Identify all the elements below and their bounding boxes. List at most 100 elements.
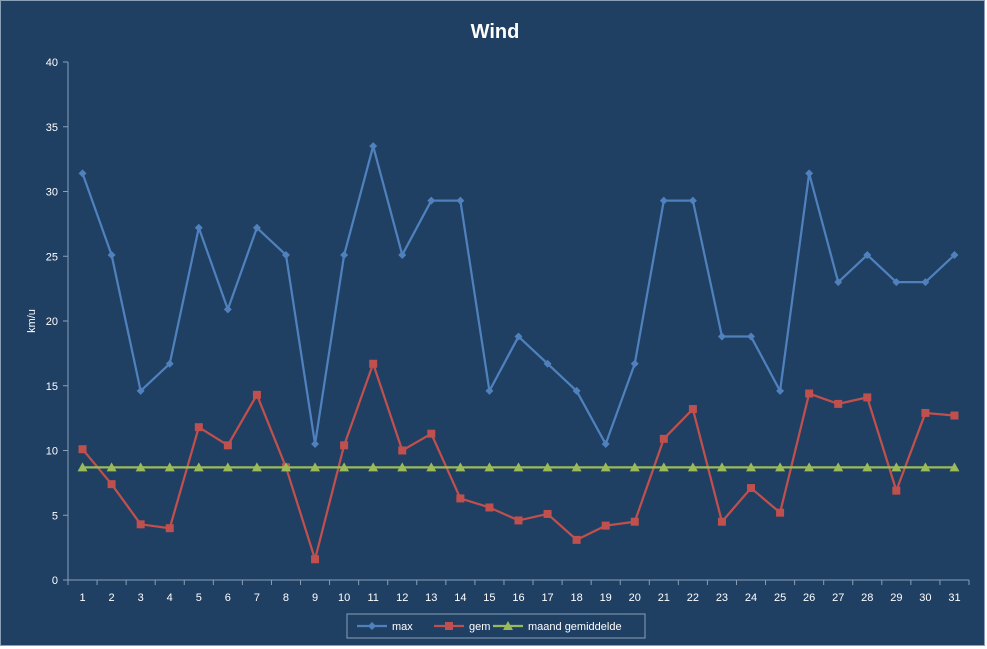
data-point xyxy=(543,509,552,518)
data-point xyxy=(658,462,669,472)
x-tick-label: 28 xyxy=(861,592,873,604)
legend-label: maand gemiddelde xyxy=(528,621,622,633)
legend-label: max xyxy=(392,621,413,633)
x-tick-label: 29 xyxy=(890,592,902,604)
x-tick-label: 18 xyxy=(571,592,583,604)
y-axis-title: km/u xyxy=(26,309,38,333)
data-point xyxy=(805,169,814,178)
data-point xyxy=(484,462,495,472)
data-point xyxy=(863,393,872,402)
data-point xyxy=(862,462,873,472)
data-point xyxy=(397,462,408,472)
data-point xyxy=(340,250,349,259)
x-tick-label: 20 xyxy=(629,592,641,604)
x-tick-label: 16 xyxy=(512,592,524,604)
data-point xyxy=(136,386,145,395)
x-tick-label: 25 xyxy=(774,592,786,604)
data-point xyxy=(950,411,959,420)
data-point xyxy=(630,517,639,526)
data-point xyxy=(281,250,290,259)
y-tick-label: 40 xyxy=(46,57,58,69)
legend-entry: max xyxy=(357,621,413,633)
x-tick-label: 24 xyxy=(745,592,757,604)
data-point xyxy=(106,462,117,472)
legend-label: gem xyxy=(469,621,490,633)
series-max xyxy=(78,142,959,449)
data-point xyxy=(252,390,261,399)
data-point xyxy=(78,445,87,454)
y-tick-label: 25 xyxy=(46,251,58,263)
legend-marker xyxy=(503,621,513,630)
legend-entry: gem xyxy=(434,621,490,633)
data-point xyxy=(456,494,465,503)
series-gem xyxy=(78,359,959,564)
x-tick-label: 14 xyxy=(454,592,466,604)
data-point xyxy=(78,169,87,178)
data-point xyxy=(311,555,320,564)
data-point xyxy=(776,386,785,395)
data-point xyxy=(804,462,815,472)
data-point xyxy=(717,517,726,526)
x-tick-label: 22 xyxy=(687,592,699,604)
data-point xyxy=(455,462,466,472)
x-tick-label: 2 xyxy=(109,592,115,604)
data-point xyxy=(834,278,843,287)
data-point xyxy=(747,332,756,341)
data-point xyxy=(427,429,436,438)
data-point xyxy=(107,480,116,489)
data-point xyxy=(107,250,116,259)
x-tick-label: 10 xyxy=(338,592,350,604)
x-tick-label: 1 xyxy=(79,592,85,604)
data-point xyxy=(513,462,524,472)
data-point xyxy=(340,441,349,450)
data-point xyxy=(630,359,639,368)
data-point xyxy=(601,440,610,449)
x-tick-label: 9 xyxy=(312,592,318,604)
x-tick-label: 19 xyxy=(600,592,612,604)
chart-title: Wind xyxy=(471,21,520,43)
data-point xyxy=(775,462,786,472)
data-point xyxy=(542,462,553,472)
data-point xyxy=(717,332,726,341)
data-point xyxy=(746,462,757,472)
y-tick-label: 5 xyxy=(52,510,58,522)
data-point xyxy=(921,278,930,287)
x-tick-label: 31 xyxy=(948,592,960,604)
y-tick-label: 35 xyxy=(46,122,58,134)
data-point xyxy=(688,405,697,414)
x-tick-label: 3 xyxy=(138,592,144,604)
data-point xyxy=(223,305,232,314)
data-point xyxy=(892,278,901,287)
data-point xyxy=(426,462,437,472)
data-point xyxy=(514,516,523,525)
series-line xyxy=(81,362,955,561)
data-point xyxy=(222,462,233,472)
data-point xyxy=(891,462,902,472)
data-point xyxy=(601,521,610,530)
data-point xyxy=(687,462,698,472)
data-point xyxy=(920,462,931,472)
x-tick-label: 26 xyxy=(803,592,815,604)
y-tick-label: 10 xyxy=(46,446,58,458)
legend-marker xyxy=(445,622,453,630)
legend: max gem maand gemiddelde xyxy=(346,613,646,639)
data-point xyxy=(659,196,668,205)
data-point xyxy=(427,196,436,205)
data-point xyxy=(571,462,582,472)
series-maand-gemiddelde xyxy=(77,462,960,472)
x-tick-label: 21 xyxy=(658,592,670,604)
data-point xyxy=(251,462,262,472)
data-point xyxy=(543,359,552,368)
x-tick-label: 15 xyxy=(483,592,495,604)
y-tick-label: 20 xyxy=(46,316,58,328)
x-tick-label: 27 xyxy=(832,592,844,604)
data-point xyxy=(834,399,843,408)
data-point xyxy=(950,250,959,259)
legend-entry: maand gemiddelde xyxy=(493,621,622,633)
data-point xyxy=(165,359,174,368)
data-point xyxy=(833,462,844,472)
data-point xyxy=(572,386,581,395)
